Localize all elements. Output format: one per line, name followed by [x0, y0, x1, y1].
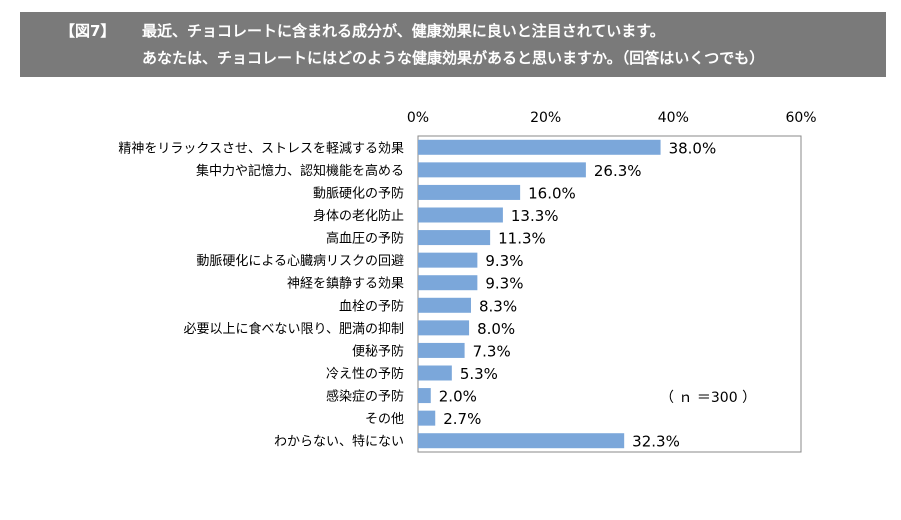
value-label: 8.0%: [477, 320, 515, 338]
bar: [418, 162, 586, 178]
title-line-2: あなたは、チョコレートにはどのような健康効果があると思いますか。（回答はいくつで…: [142, 49, 765, 67]
bar: [418, 410, 436, 426]
bar: [418, 230, 491, 246]
value-label: 9.3%: [485, 275, 523, 293]
category-label: 動脈硬化による心臓病リスクの回避: [196, 254, 404, 269]
category-label: 必要以上に食べない限り、肥満の抑制: [184, 321, 404, 337]
value-label: 2.0%: [439, 388, 477, 406]
value-label: 9.3%: [485, 252, 523, 270]
title-banner: 【図7】 最近、チョコレートに含まれる成分が、健康効果に良いと注目されています。…: [20, 12, 886, 77]
bar: [418, 207, 503, 223]
bar: [418, 365, 452, 381]
bar: [418, 184, 521, 200]
value-label: 7.3%: [473, 342, 511, 360]
category-label: その他: [365, 412, 404, 427]
bar: [418, 388, 431, 404]
value-label: 16.0%: [528, 184, 576, 202]
bar: [418, 139, 661, 155]
bar: [418, 433, 625, 449]
plot-frame: [417, 135, 802, 453]
value-label: 11.3%: [498, 230, 546, 248]
category-label: 冷え性の予防: [326, 366, 404, 382]
category-label: 集中力や記憶力、認知機能を高める: [196, 163, 404, 179]
bar: [418, 275, 478, 291]
x-tick-label: 40%: [658, 110, 689, 126]
x-tick-label: 0%: [407, 110, 429, 126]
bar: [418, 342, 465, 358]
value-label: 38.0%: [669, 139, 717, 157]
title-line-1: 最近、チョコレートに含まれる成分が、健康効果に良いと注目されています。: [142, 22, 665, 40]
x-tick-label: 60%: [785, 110, 816, 126]
value-label: 26.3%: [594, 162, 642, 180]
value-label: 2.7%: [443, 410, 481, 428]
category-label: 便秘予防: [352, 343, 404, 359]
category-label: 神経を鎮静する効果: [287, 276, 404, 292]
category-label: 高血圧の予防: [326, 231, 404, 247]
figure-label: 【図7】: [60, 22, 116, 40]
category-label: 血栓の予防: [339, 298, 404, 314]
category-label: 動脈硬化の予防: [313, 185, 404, 201]
value-label: 8.3%: [479, 297, 517, 315]
category-label: 感染症の予防: [326, 389, 404, 405]
category-label: 精神をリラックスさせ、ストレスを軽減する効果: [118, 140, 404, 156]
value-label: 5.3%: [460, 365, 498, 383]
sample-size-note: （ ｎ ＝300 ）: [660, 390, 756, 406]
category-label: わからない、特にない: [274, 435, 404, 450]
bar: [418, 320, 470, 336]
bar: [418, 252, 478, 268]
value-label: 13.3%: [511, 207, 559, 225]
value-label: 32.3%: [632, 433, 680, 451]
category-label: 身体の老化防止: [313, 208, 404, 224]
bar: [418, 297, 471, 313]
x-tick-label: 20%: [530, 110, 561, 126]
